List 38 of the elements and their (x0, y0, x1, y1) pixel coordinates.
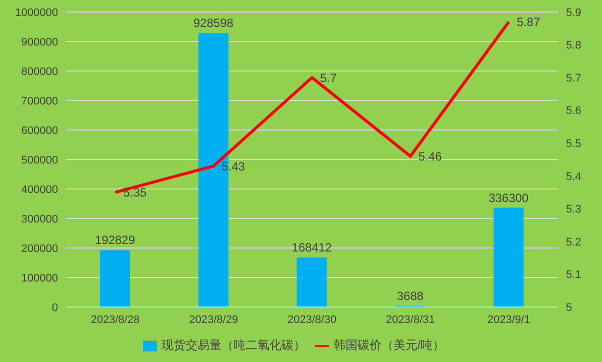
y-tick-label: 800000 (21, 66, 58, 78)
data-label: 928598 (193, 16, 234, 30)
y2-tick-label: 5.5 (566, 138, 582, 150)
data-label: 5.7 (320, 70, 338, 85)
x-tick-label: 2023/9/1 (487, 314, 530, 326)
y-tick-label: 600000 (21, 124, 58, 137)
y-tick-label: 100000 (21, 272, 58, 284)
y-tick-label: 300000 (21, 213, 58, 226)
y2-tick-label: 5.9 (566, 6, 582, 19)
data-label: 5.87 (516, 15, 540, 30)
y2-tick-label: 5.1 (566, 269, 582, 282)
data-label: 192829 (94, 233, 136, 248)
legend-label: 韩国碳价（美元/吨） (333, 338, 445, 352)
y2-tick-label: 5.2 (566, 236, 582, 248)
data-label: 336300 (488, 190, 529, 205)
bar (100, 250, 130, 307)
data-label: 5.35 (123, 186, 147, 200)
bar (296, 257, 327, 307)
y2-tick-label: 5.3 (566, 204, 582, 216)
bar (494, 208, 524, 307)
y-tick-label: 700000 (21, 95, 58, 108)
x-tick-label: 2023/8/28 (90, 314, 140, 326)
x-tick-label: 2023/8/30 (288, 314, 336, 326)
y-tick-label: 1000000 (15, 6, 58, 19)
legend-label: 现货交易量（吨二氧化碳） (161, 338, 306, 352)
y2-tick-label: 5.7 (566, 72, 582, 84)
y-tick-label: 400000 (21, 184, 58, 196)
y2-tick-label: 5.8 (566, 40, 582, 52)
y-tick-label: 500000 (21, 154, 58, 166)
x-tick-label: 2023/8/31 (386, 314, 435, 326)
y-tick-label: 0 (52, 302, 58, 314)
data-label: 3688 (396, 288, 424, 303)
y-tick-label: 900000 (21, 36, 58, 48)
x-tick-label: 2023/8/29 (189, 314, 238, 326)
y2-tick-label: 5.4 (566, 170, 582, 183)
y2-tick-label: 5.6 (566, 105, 582, 118)
y-tick-label: 200000 (21, 242, 58, 255)
y2-tick-label: 5 (566, 302, 572, 314)
